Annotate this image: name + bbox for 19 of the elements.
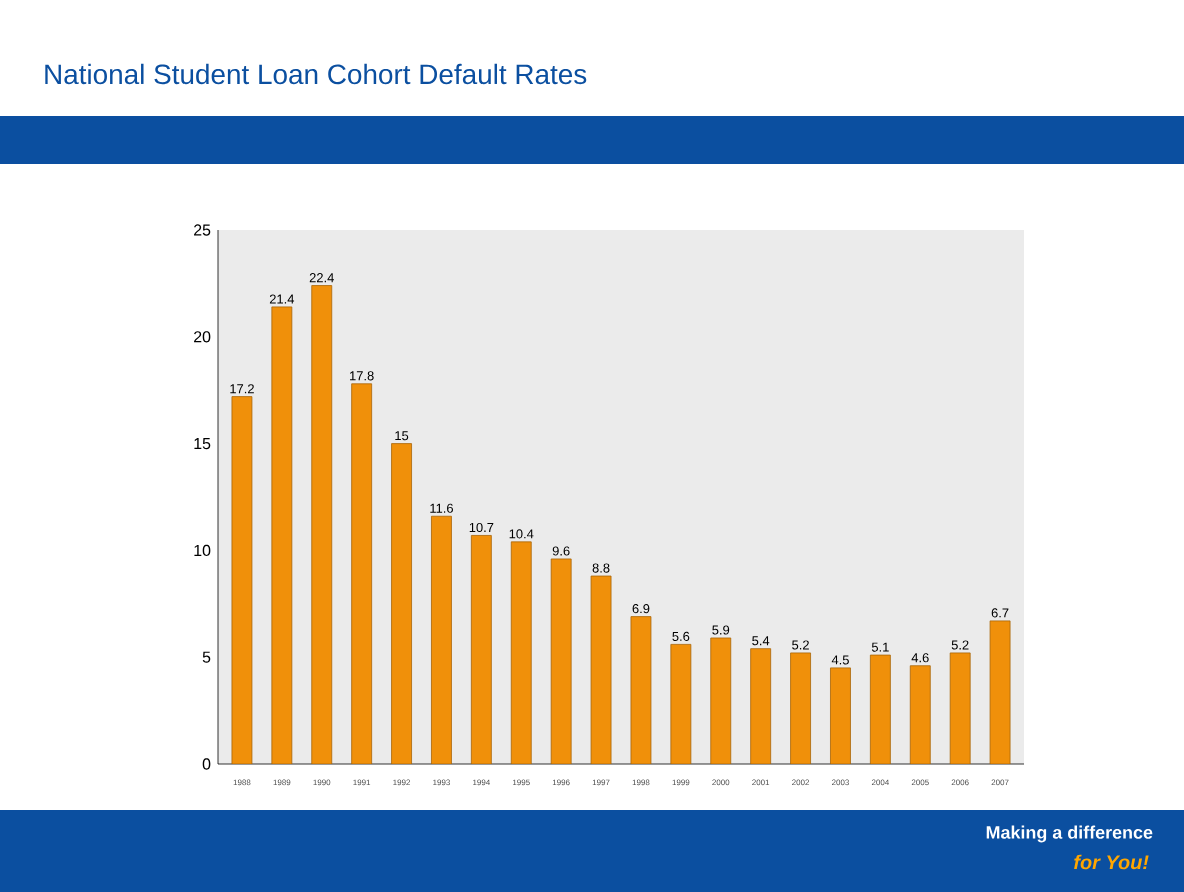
text: Making a difference: [986, 825, 1153, 843]
bar: [391, 443, 412, 764]
bar: [431, 515, 452, 764]
bar: [949, 652, 971, 764]
bar: [750, 648, 772, 764]
bar: [550, 558, 572, 764]
bar: [790, 652, 811, 764]
bar: [710, 637, 732, 764]
bar: [830, 667, 851, 764]
bar: [510, 541, 532, 764]
bar: [231, 396, 253, 764]
bar: [351, 383, 373, 764]
bar: [909, 665, 931, 764]
text: for You!: [1074, 854, 1149, 870]
bar: [869, 654, 891, 764]
bar: [311, 285, 333, 764]
bar: [470, 535, 492, 764]
bar: [271, 306, 293, 764]
chart-title: National Student Loan Cohort Default Rates: [45, 63, 587, 85]
